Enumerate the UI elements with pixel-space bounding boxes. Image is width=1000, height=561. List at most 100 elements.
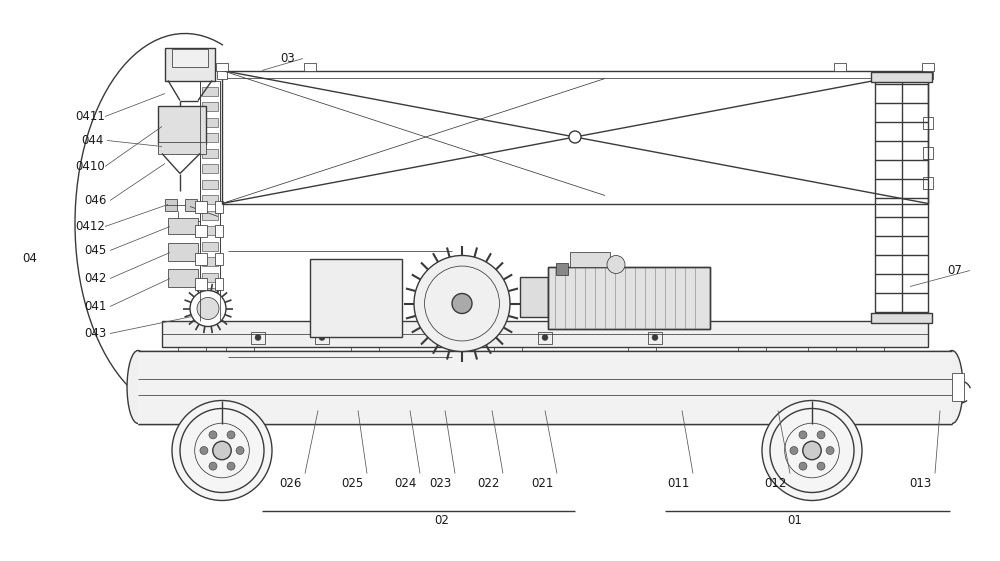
Bar	[548, 266, 710, 329]
Bar	[195, 200, 207, 213]
Bar	[202, 133, 218, 142]
Text: 025: 025	[341, 477, 363, 490]
Ellipse shape	[127, 351, 149, 424]
Circle shape	[190, 291, 226, 327]
Bar	[202, 149, 218, 158]
Bar	[520, 277, 548, 316]
Bar	[165, 48, 215, 80]
Bar	[202, 102, 218, 111]
Bar	[202, 117, 218, 126]
Circle shape	[209, 431, 217, 439]
Text: 0410: 0410	[75, 160, 105, 173]
Circle shape	[319, 334, 325, 341]
Bar	[202, 273, 218, 282]
Bar	[871, 71, 932, 81]
Circle shape	[607, 255, 625, 274]
Bar	[251, 332, 265, 343]
Bar	[185, 199, 197, 210]
Bar	[200, 80, 220, 320]
Text: 022: 022	[477, 477, 499, 490]
Circle shape	[200, 447, 208, 454]
Bar	[923, 177, 933, 188]
Bar	[215, 252, 223, 264]
Circle shape	[569, 131, 581, 143]
Text: 011: 011	[667, 477, 689, 490]
Circle shape	[799, 462, 807, 470]
Bar	[168, 218, 198, 233]
Text: 013: 013	[909, 477, 931, 490]
Bar	[834, 62, 846, 71]
Bar	[923, 67, 933, 79]
Text: 042: 042	[84, 272, 106, 285]
Bar	[202, 226, 218, 235]
Bar	[570, 251, 610, 266]
Circle shape	[799, 431, 807, 439]
Circle shape	[172, 401, 272, 500]
Text: 03: 03	[281, 52, 295, 65]
Text: 012: 012	[764, 477, 786, 490]
Text: 041: 041	[84, 300, 106, 313]
Bar	[202, 180, 218, 188]
Text: 04: 04	[23, 252, 37, 265]
Circle shape	[452, 293, 472, 314]
Bar	[202, 257, 218, 266]
Bar	[202, 86, 218, 95]
Text: 02: 02	[435, 514, 449, 527]
Circle shape	[213, 442, 231, 460]
Circle shape	[542, 334, 548, 341]
Circle shape	[826, 447, 834, 454]
Bar	[215, 200, 223, 213]
Bar	[202, 288, 218, 297]
Bar	[548, 266, 710, 329]
Bar	[871, 312, 932, 323]
Bar	[304, 62, 316, 71]
Bar	[165, 199, 177, 210]
Circle shape	[227, 462, 235, 470]
Circle shape	[197, 297, 219, 320]
Text: 0412: 0412	[75, 220, 105, 233]
Bar	[168, 242, 198, 260]
Bar	[158, 105, 206, 144]
Bar	[202, 164, 218, 173]
Circle shape	[414, 255, 510, 352]
Text: 021: 021	[531, 477, 553, 490]
Bar	[162, 320, 928, 347]
Bar	[202, 304, 218, 312]
Ellipse shape	[941, 351, 963, 424]
Circle shape	[652, 334, 658, 341]
Text: 045: 045	[84, 244, 106, 257]
Circle shape	[209, 462, 217, 470]
Circle shape	[803, 442, 821, 460]
Bar	[538, 332, 552, 343]
Circle shape	[236, 447, 244, 454]
Text: 024: 024	[394, 477, 416, 490]
Bar	[202, 241, 218, 251]
Bar	[202, 195, 218, 204]
Text: 01: 01	[788, 514, 802, 527]
Bar	[138, 351, 952, 424]
Bar	[216, 62, 228, 71]
Circle shape	[817, 462, 825, 470]
Bar	[168, 269, 198, 287]
Text: 07: 07	[948, 264, 962, 277]
Text: 023: 023	[429, 477, 451, 490]
Bar	[172, 48, 208, 67]
Bar	[315, 332, 329, 343]
Text: 046: 046	[84, 194, 106, 207]
Bar	[952, 373, 964, 401]
Bar	[923, 146, 933, 159]
Bar	[195, 224, 207, 237]
Bar	[202, 210, 218, 219]
Bar	[195, 252, 207, 264]
Bar	[922, 62, 934, 71]
Bar	[923, 117, 933, 128]
Circle shape	[790, 447, 798, 454]
Text: 044: 044	[81, 134, 103, 147]
Text: 026: 026	[279, 477, 301, 490]
Bar	[158, 141, 206, 154]
Bar	[215, 278, 223, 289]
Bar	[648, 332, 662, 343]
Circle shape	[255, 334, 261, 341]
Bar	[556, 263, 568, 274]
Bar	[215, 224, 223, 237]
